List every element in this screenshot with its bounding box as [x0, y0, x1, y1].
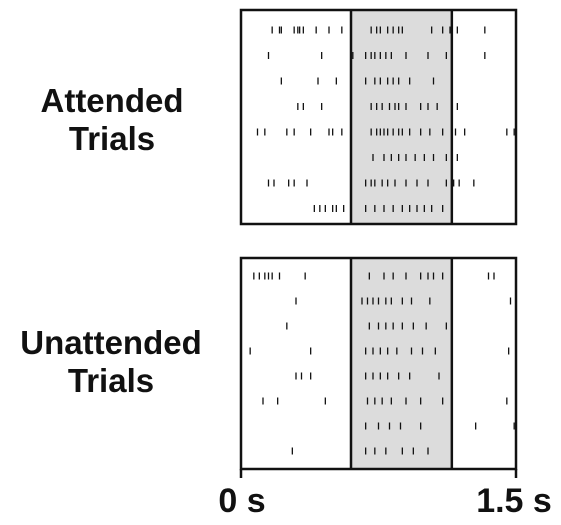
unattended-trials-label: Unattended Trials — [0, 324, 222, 400]
unattended-panel-frame — [239, 256, 518, 471]
unattended-label-line2: Trials — [67, 362, 155, 399]
time-start-label: 0 s — [218, 482, 266, 520]
time-end-label: 1.5 s — [476, 482, 552, 520]
attended-panel-frame — [239, 8, 518, 226]
attended-label-line1: Attended — [40, 82, 184, 119]
attended-trials-label: Attended Trials — [12, 82, 212, 158]
attended-label-line2: Trials — [68, 120, 156, 157]
unattended-label-line1: Unattended — [20, 324, 202, 361]
attended-highlight-window — [351, 10, 452, 224]
unattended-highlight-window — [351, 258, 452, 469]
